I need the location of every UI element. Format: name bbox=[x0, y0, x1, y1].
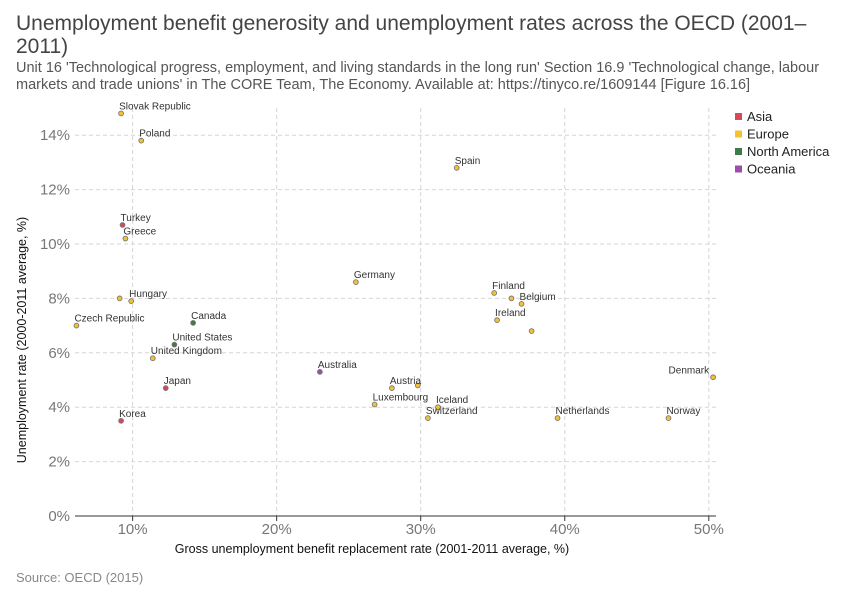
point-label: Denmark bbox=[669, 365, 711, 376]
point-label: Canada bbox=[191, 311, 226, 322]
data-point bbox=[494, 317, 500, 324]
data-point bbox=[425, 415, 431, 421]
y-tick-label: 12% bbox=[40, 182, 70, 199]
y-tick-label: 4% bbox=[48, 399, 70, 416]
data-point bbox=[73, 322, 80, 329]
legend-label: Europe bbox=[747, 127, 789, 142]
y-tick-label: 10% bbox=[40, 236, 70, 253]
y-tick-label: 14% bbox=[40, 127, 70, 144]
chart-title: Unemployment benefit generosity and unem… bbox=[16, 12, 807, 58]
point-label: United Kingdom bbox=[151, 346, 222, 357]
legend-swatch bbox=[735, 165, 742, 173]
legend-label: Asia bbox=[747, 109, 773, 124]
point-label: Poland bbox=[139, 129, 170, 140]
point-labels: Korea Japan Turkey Slovak Republic Poland Gre… bbox=[74, 101, 710, 419]
data-point bbox=[162, 385, 169, 392]
grid bbox=[75, 108, 716, 516]
point-label: Iceland bbox=[436, 395, 468, 406]
data-point bbox=[435, 404, 441, 411]
y-tick-label: 0% bbox=[48, 508, 70, 525]
data-point bbox=[118, 110, 124, 117]
data-point bbox=[171, 341, 178, 348]
x-tick-label: 10% bbox=[118, 521, 148, 538]
point-label: Turkey bbox=[121, 213, 151, 224]
legend-swatch bbox=[735, 130, 742, 138]
axis-ticks: 0% 2% 4% 6% 8% 10% 12% 14% 10% 20% 30% 40% 50% bbox=[40, 127, 724, 538]
data-point bbox=[122, 235, 129, 242]
x-tick-label: 50% bbox=[694, 521, 724, 538]
x-tick-label: 40% bbox=[550, 521, 580, 538]
legend-label: Oceania bbox=[747, 162, 796, 177]
x-axis-title: Gross unemployment benefit replacement r… bbox=[175, 542, 569, 556]
legend: Asia Europe North America Oceania bbox=[735, 109, 830, 177]
data-point bbox=[317, 368, 323, 375]
data-point bbox=[453, 164, 460, 171]
point-label: Netherlands bbox=[556, 406, 610, 417]
point-label: Japan bbox=[164, 376, 191, 387]
legend-swatch bbox=[735, 113, 742, 120]
x-tick-label: 30% bbox=[406, 521, 436, 538]
point-label: Hungary bbox=[129, 289, 167, 300]
point-label: Germany bbox=[354, 270, 395, 281]
point-label: Ireland bbox=[495, 308, 526, 319]
point-label: Korea bbox=[119, 409, 146, 420]
y-tick-label: 2% bbox=[48, 454, 70, 471]
data-point bbox=[414, 382, 421, 389]
data-point bbox=[119, 222, 126, 228]
data-point bbox=[190, 320, 196, 326]
point-label: Finland bbox=[492, 281, 525, 292]
point-label: United States bbox=[172, 333, 232, 344]
point-label: Norway bbox=[666, 406, 700, 417]
data-point bbox=[491, 290, 498, 296]
point-label: Greece bbox=[123, 227, 156, 238]
x-tick-label: 20% bbox=[262, 521, 292, 538]
chart-subtitle: Unit 16 'Technological progress, employm… bbox=[16, 60, 820, 93]
y-tick-label: 6% bbox=[48, 345, 70, 362]
point-label: Switzerland bbox=[426, 406, 478, 417]
data-points bbox=[73, 110, 716, 424]
data-point bbox=[138, 137, 145, 144]
y-axis-title: Unemployment rate (2000-2011 average, %) bbox=[15, 217, 29, 463]
data-point bbox=[554, 415, 561, 421]
point-label: Belgium bbox=[520, 292, 556, 303]
data-point bbox=[528, 328, 535, 334]
data-point bbox=[389, 385, 395, 392]
data-point bbox=[371, 401, 378, 408]
data-point bbox=[665, 415, 672, 421]
data-point bbox=[116, 295, 123, 302]
point-label: Luxembourg bbox=[373, 392, 429, 403]
data-point bbox=[118, 417, 124, 424]
source-note: Source: OECD (2015) bbox=[16, 570, 144, 585]
point-label: Slovak Republic bbox=[119, 101, 191, 112]
legend-label: North America bbox=[747, 144, 830, 159]
data-point bbox=[508, 295, 515, 302]
point-label: Czech Republic bbox=[74, 314, 144, 325]
data-point bbox=[149, 355, 156, 362]
point-label: Austria bbox=[390, 376, 422, 387]
data-point bbox=[128, 298, 135, 304]
point-label: Spain bbox=[455, 156, 481, 167]
point-label: Australia bbox=[318, 360, 357, 371]
y-tick-label: 8% bbox=[48, 290, 70, 307]
data-point bbox=[710, 374, 716, 381]
data-point bbox=[518, 300, 525, 307]
data-point bbox=[353, 279, 359, 285]
legend-swatch bbox=[735, 148, 742, 155]
